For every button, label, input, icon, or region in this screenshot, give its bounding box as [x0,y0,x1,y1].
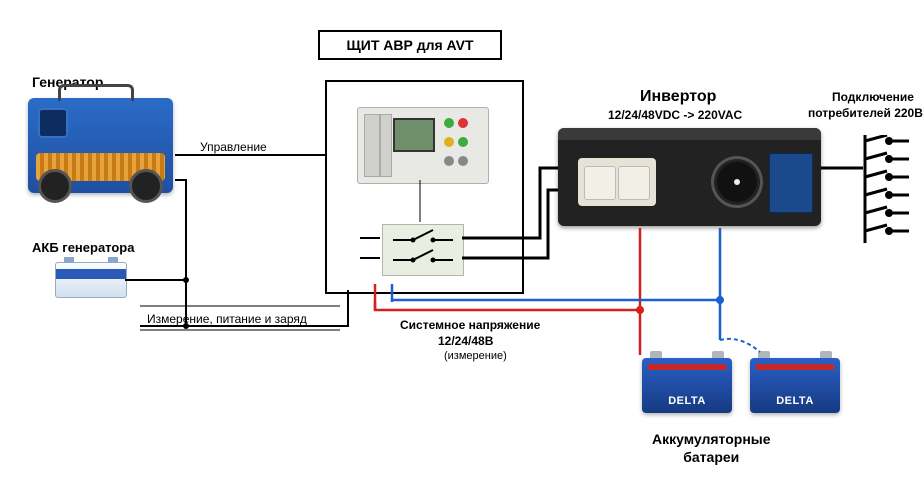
inverter-sockets [578,158,656,206]
controller-module [357,107,489,184]
battery-2: DELTA [750,358,840,413]
generator-block [28,98,173,193]
label-consumers-1: Подключение [832,90,914,104]
label-measure: Измерение, питание и заряд [147,312,307,326]
label-sysv-3: (измерение) [444,350,507,362]
inverter-display [769,153,813,213]
avr-panel [325,80,524,294]
label-sysv-2: 12/24/48В [438,334,493,348]
inverter-dial [711,156,763,208]
battery-2-brand: DELTA [750,395,840,407]
label-consumers-2: потребителей 220В [808,106,923,120]
label-batteries: Аккумуляторные батареи [652,430,771,466]
consumer-switch [855,135,910,199]
label-inverter-title: Инвертор [640,88,716,106]
generator-battery-block [55,262,127,298]
label-inverter-sub: 12/24/48VDC -> 220VAC [608,108,742,122]
label-sysv-1: Системное напряжение [400,318,540,332]
inverter-block [558,128,821,226]
battery-1-brand: DELTA [642,395,732,407]
battery-1: DELTA [642,358,732,413]
label-gen-battery: АКБ генератора [32,240,134,255]
label-control: Управление [200,140,267,154]
contactor-block [382,224,464,276]
avr-title-box: ЩИТ АВР для AVT [318,30,502,60]
